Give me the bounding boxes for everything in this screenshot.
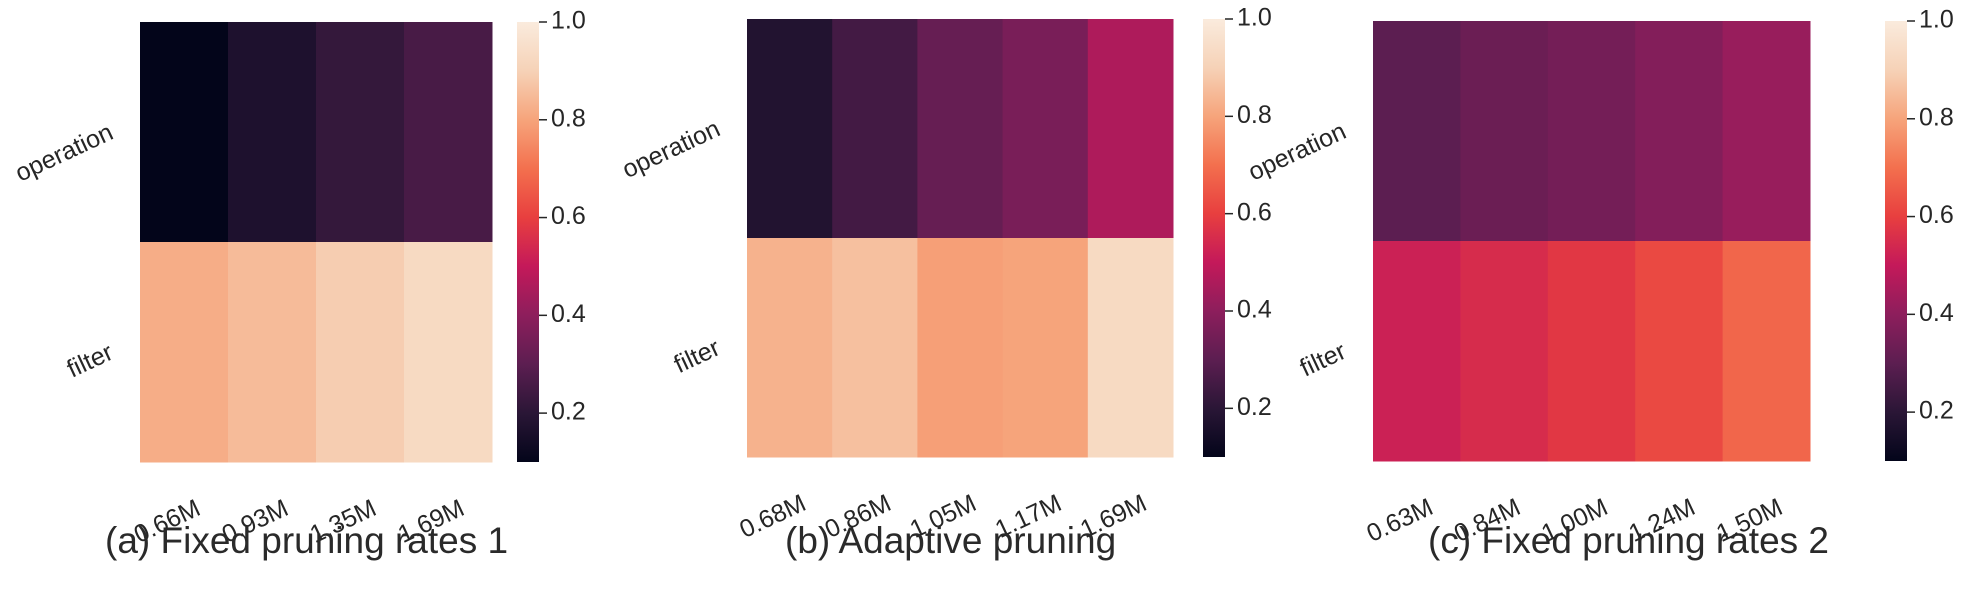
caption-c: (c) Fixed pruning rates 2 xyxy=(1428,520,1830,561)
heatmap-cell-filter-0 xyxy=(140,242,229,463)
colorbar-tick-label: 0.8 xyxy=(1237,101,1272,129)
colorbar-tick-label: 0.4 xyxy=(551,300,586,328)
heatmap-cell-filter-3 xyxy=(1002,238,1089,458)
heatmap-cell-operation-4 xyxy=(1722,21,1811,242)
heatmap-cell-filter-1 xyxy=(832,238,918,458)
colorbar-tick-label: 0.2 xyxy=(1237,393,1272,421)
colorbar xyxy=(1885,21,1907,461)
heatmap-cell-filter-3 xyxy=(1635,241,1724,462)
colorbar-tick-label: 0.8 xyxy=(1919,103,1954,131)
heatmap-cell-operation-2 xyxy=(1547,21,1636,242)
heatmap-cell-filter-0 xyxy=(1373,241,1461,462)
colorbar-tick-label: 1.0 xyxy=(1237,4,1272,32)
caption-b: (b) Adaptive pruning xyxy=(785,520,1117,561)
heatmap-cell-operation-0 xyxy=(747,19,833,239)
heatmap-cell-filter-3 xyxy=(404,242,493,463)
heatmap-cell-filter-1 xyxy=(1460,241,1549,462)
heatmap-cell-filter-1 xyxy=(228,242,317,463)
row-label: filter xyxy=(1296,337,1351,382)
heatmap-cell-operation-0 xyxy=(140,22,229,243)
row-label: operation xyxy=(11,118,117,187)
heatmap-cell-filter-2 xyxy=(917,238,1004,458)
heatmap-cell-operation-4 xyxy=(1087,19,1174,239)
heatmap-cell-filter-4 xyxy=(1087,238,1174,458)
colorbar-tick-label: 0.4 xyxy=(1919,299,1954,327)
colorbar-tick-label: 0.2 xyxy=(1919,397,1954,425)
heatmap-cell-operation-2 xyxy=(316,22,405,243)
colorbar-tick-label: 1.0 xyxy=(1919,6,1954,34)
heatmap-cell-filter-4 xyxy=(1722,241,1811,462)
colorbar-tick-label: 0.6 xyxy=(1237,198,1272,226)
colorbar xyxy=(1203,19,1225,457)
heatmap-cell-operation-1 xyxy=(228,22,317,243)
colorbar-tick-label: 1.0 xyxy=(551,7,586,35)
colorbar-tick-label: 0.6 xyxy=(551,202,586,230)
heatmap-cell-operation-0 xyxy=(1373,21,1461,242)
heatmap-cell-filter-2 xyxy=(316,242,405,463)
heatmap-cell-operation-3 xyxy=(1002,19,1089,239)
colorbar-tick-label: 0.2 xyxy=(551,398,586,426)
colorbar xyxy=(517,22,539,462)
heatmap-cell-filter-2 xyxy=(1547,241,1636,462)
heatmap-cell-operation-1 xyxy=(1460,21,1549,242)
row-label: operation xyxy=(618,115,724,184)
colorbar-tick-label: 0.8 xyxy=(551,104,586,132)
row-label: filter xyxy=(63,338,118,383)
caption-a: (a) Fixed pruning rates 1 xyxy=(105,520,509,561)
heatmap-cell-filter-0 xyxy=(747,238,833,458)
colorbar-tick-label: 0.6 xyxy=(1919,201,1954,229)
heatmap-cell-operation-3 xyxy=(404,22,493,243)
colorbar-tick-label: 0.4 xyxy=(1237,296,1272,324)
column-label: 0.63M xyxy=(1362,493,1437,548)
heatmap-cell-operation-1 xyxy=(832,19,918,239)
row-label: filter xyxy=(670,334,725,379)
heatmap-cell-operation-2 xyxy=(917,19,1004,239)
heatmap-cell-operation-3 xyxy=(1635,21,1724,242)
